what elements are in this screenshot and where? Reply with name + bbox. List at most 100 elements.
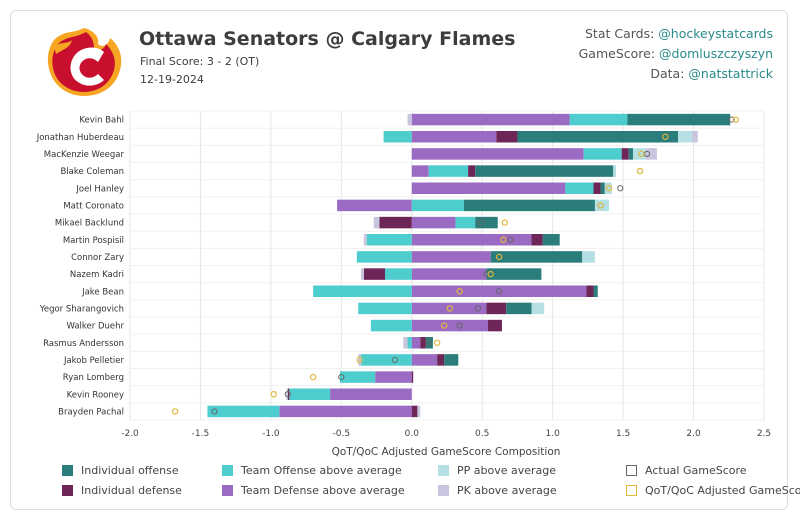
player-name-label: Yegor Sharangovich [39,304,124,314]
bar-team-def [411,234,532,246]
legend-label: Team Offense above average [241,464,402,477]
bar-ind-def [621,148,629,160]
credit-handle[interactable]: @domluszczyszyn [659,46,773,61]
adjusted-gamescore-marker [440,322,448,329]
adjusted-gamescore-marker [456,288,463,295]
bar-team-def [337,199,412,212]
bar-ind-def [586,285,594,297]
bar-pk [407,113,412,126]
adjusted-gamescore-marker [662,133,669,140]
bar-pk [286,388,288,400]
bar-team-def [411,113,570,126]
bar-team-def [411,319,488,332]
legend-item-individual-defense: Individual defense [62,484,182,497]
x-tick-label: 2.0 [686,429,701,439]
player-name-label: Walker Duehr [66,322,124,332]
legend-swatch [62,485,73,496]
actual-gamescore-marker [728,116,735,123]
player-name-label: MacKenzie Weegar [44,150,125,160]
bar-team-def [411,302,487,315]
bar-team-def [411,148,584,160]
bar-ind-def [468,165,476,177]
bar-ind-off [600,182,605,194]
bar-team-def [411,268,487,280]
bar-team-def [279,405,412,418]
legend-swatch [438,485,449,496]
bar-ind-off [506,302,532,315]
bar-ind-off [542,234,560,246]
credit-handle[interactable]: @hockeystatcards [658,26,773,41]
bar-team-def [330,388,412,400]
bar-team-off [455,216,476,229]
player-name-label: Jakob Pelletier [63,356,125,366]
adjusted-gamescore-marker [732,116,740,123]
credit-gamescore: GameScore: @domluszczyszyn [579,46,773,61]
bar-ind-def [411,371,414,383]
bar-pk [361,268,364,280]
adjusted-gamescore-marker [446,305,454,312]
credit-handle[interactable]: @natstattrick [688,66,773,81]
legend-label: QoT/QoC Adjusted GameScore [645,484,800,497]
bar-team-off [583,148,622,160]
bar-team-off [358,302,412,315]
legend-swatch [626,485,637,496]
bar-ind-def [411,405,418,418]
bar-pk [373,216,380,229]
legend-label: PP above average [457,464,557,477]
bar-team-off [383,131,412,143]
bar-ind-def [420,337,426,349]
marker-series [171,116,740,415]
player-name-label: Rasmus Andersson [43,339,124,349]
actual-gamescore-marker [456,322,463,329]
credit-label: Data: [650,66,689,81]
bar-pp [531,302,545,315]
adjusted-gamescore-marker [309,373,317,381]
bar-ind-def [531,234,543,246]
x-tick-label: 1.0 [546,429,561,439]
bar-ind-def [437,354,445,366]
player-name-label: Nazem Kadri [70,270,124,280]
bar-ind-off [490,251,583,263]
x-tick-label: -1.0 [262,429,280,439]
x-tick-label: 0.5 [475,429,489,439]
bar-team-off [361,354,412,366]
bar-team-def [411,131,497,143]
adjusted-gamescore-marker [433,339,441,346]
player-name-label: Brayden Pachal [58,407,124,417]
credit-data: Data: @natstattrick [650,66,773,81]
legend-item-actual-marker: Actual GameScore [626,464,747,477]
bar-team-off [411,199,464,212]
adjusted-gamescore-marker [501,219,508,226]
bar-ind-off [444,354,459,366]
player-name-label: Blake Coleman [60,167,124,177]
bar-team-def [411,285,587,297]
legend-item-team-offense: Team Offense above average [222,464,402,477]
adjusted-gamescore-marker [356,356,363,364]
player-name-label: Martin Pospisil [63,236,124,246]
credit-label: GameScore: [578,46,660,61]
bar-team-def [375,371,412,383]
bar-ind-def [487,319,502,332]
bar-team-off [356,251,412,263]
bar-ind-def [486,302,507,315]
x-tick-label: -0.5 [333,429,351,439]
bar-ind-off [517,131,679,143]
bar-pp [604,182,612,194]
bar-ind-off [475,165,614,177]
bar-team-off [289,388,331,400]
adjusted-gamescore-marker [636,167,644,175]
bar-pk [363,234,367,246]
actual-gamescore-marker [617,185,624,192]
player-name-label: Connor Zary [71,253,124,263]
bar-pp [678,131,693,143]
page-title: Ottawa Senators @ Calgary Flames [139,28,516,50]
bar-team-def [411,337,421,349]
bar-pp [613,165,617,177]
adjusted-gamescore-marker [495,253,503,261]
bar-ind-def [593,182,601,194]
legend-swatch [222,485,233,496]
bar-team-off [428,165,469,177]
legend-label: Individual defense [81,484,182,497]
legend-item-adjusted-marker: QoT/QoC Adjusted GameScore [626,484,800,497]
legend-swatch [222,465,233,476]
